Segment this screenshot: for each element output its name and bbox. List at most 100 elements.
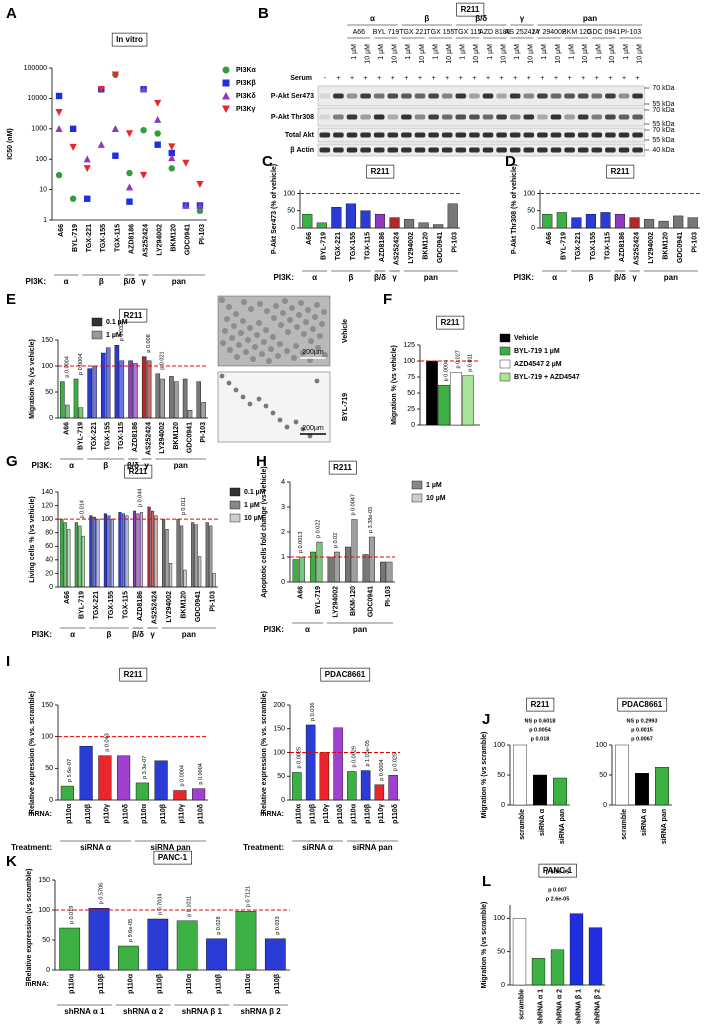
bar [87, 368, 92, 419]
cell [261, 339, 267, 345]
bar [176, 518, 180, 588]
blot-band [428, 114, 439, 120]
point [182, 159, 190, 167]
bar [687, 217, 698, 229]
y-tick-label: 150 [41, 702, 53, 709]
blot-band [564, 147, 575, 153]
cell [298, 300, 304, 306]
bar [147, 506, 151, 588]
point [154, 115, 162, 123]
x-tick-label: TGX-221 [93, 591, 100, 620]
y-axis-label: P-Akt Thr308 (% of vehicle) [511, 164, 518, 254]
bar [310, 551, 317, 583]
serum-sign: + [364, 75, 368, 82]
legend-swatch [499, 372, 511, 382]
x-tick-label: p110γ [323, 804, 330, 824]
dose-label: 1 µM [405, 44, 412, 60]
chart-title: PDAC8661 [325, 670, 366, 679]
serum-label: Serum [290, 75, 312, 82]
serum-sign: + [404, 75, 408, 82]
drug-name: BKM 120 [562, 29, 591, 36]
bar [615, 744, 630, 806]
serum-sign: + [472, 75, 476, 82]
blot-band [482, 147, 494, 153]
group-label: pan [172, 277, 186, 286]
y-axis-label: Relative expression (% vs. scramble) [29, 691, 36, 814]
serum-sign: + [445, 75, 449, 82]
bar [345, 546, 352, 583]
drug-name: PI-103 [620, 29, 641, 36]
bar [63, 522, 67, 588]
cell [293, 343, 299, 349]
panel-label: C [262, 153, 273, 170]
cell [305, 307, 311, 313]
blot-band [509, 93, 521, 99]
y-tick-label: 75 [407, 374, 415, 381]
x-tick-label: AS252424 [145, 422, 152, 455]
blot-band [387, 114, 399, 120]
dose-label: 1 µM [460, 44, 467, 60]
serum-sign: + [540, 75, 544, 82]
cell [219, 297, 225, 303]
chart-title: R211 [371, 167, 390, 176]
annotation: p 0.1011 [187, 896, 193, 917]
bar [128, 360, 133, 419]
x-tick-label: TGX-115 [364, 232, 371, 260]
cell [256, 396, 262, 402]
cell [321, 309, 327, 315]
point [112, 152, 119, 159]
legend-label: AZD4547 2 µM [514, 361, 562, 368]
annotation: p 0.019 [69, 906, 75, 924]
cell [263, 403, 269, 409]
cell [219, 373, 225, 379]
y-tick-label: 150 [38, 877, 50, 884]
blot-band [496, 93, 507, 99]
x-tick-label: BYL-719 [79, 591, 86, 619]
cell [222, 328, 228, 334]
blot-band [496, 147, 507, 153]
bar [360, 770, 371, 801]
x-tick-label: p110δ [197, 804, 204, 824]
blot-band [333, 93, 344, 99]
bar [101, 352, 106, 419]
point [83, 165, 91, 173]
point [196, 181, 204, 189]
legend-label: BYL-719 1 µM [514, 348, 560, 355]
category-title: mRNA: [260, 811, 284, 818]
x-tick-label: p110δ [337, 804, 344, 824]
cell [226, 304, 232, 310]
x-tick-label: LY294002 [157, 224, 164, 256]
bar [327, 556, 334, 583]
blot-band [469, 114, 480, 120]
blot-band [401, 132, 412, 138]
point [139, 171, 148, 179]
group-label: shRNA α 2 [123, 1007, 164, 1016]
blot-band [333, 147, 344, 153]
annotation: p 0.025 [393, 753, 399, 771]
bar [169, 563, 173, 588]
blot-band [537, 114, 548, 120]
class-label: β/δ [475, 14, 487, 23]
blot-band [482, 114, 494, 120]
cell [284, 348, 290, 354]
x-tick-label: p110α [245, 973, 252, 994]
bar [292, 772, 302, 801]
bar [292, 559, 299, 583]
bar [92, 365, 97, 419]
bar [386, 561, 393, 583]
group-label: shRNA β 1 [182, 1007, 223, 1016]
y-tick-label: 50 [407, 390, 415, 397]
x-tick-label: siRNA pan [559, 809, 566, 844]
bar [191, 522, 195, 588]
bar [118, 945, 139, 971]
y-tick-label: 80 [45, 530, 53, 537]
x-tick-label: p110β [85, 803, 92, 824]
chart-title: R211 [129, 467, 148, 476]
x-tick-label: scramble [519, 809, 526, 840]
x-tick-label: scramble [518, 989, 525, 1020]
blot-row-label: Total Akt [285, 132, 315, 139]
scale-label: 200µm [302, 349, 324, 356]
panel-label: H [256, 453, 267, 470]
annotation: p 0.0004 [179, 765, 185, 786]
annotation: p 0.0029 [351, 746, 357, 767]
